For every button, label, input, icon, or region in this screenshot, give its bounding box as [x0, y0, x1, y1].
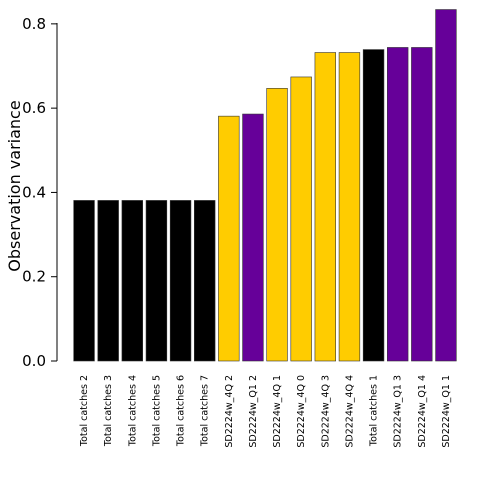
- bar: [145, 200, 168, 362]
- bar: [387, 47, 409, 362]
- x-tick-label: SD2224w_4Q 0: [296, 375, 307, 448]
- x-tick-label: SD2224w_Q1 1: [441, 375, 452, 448]
- bar: [435, 9, 457, 362]
- x-tick-label: SD2224w_4Q 4: [344, 375, 355, 448]
- y-tick-label: 0.0: [22, 352, 46, 370]
- y-tick-label: 0.8: [22, 15, 46, 33]
- x-tick-label: Total catches 1: [369, 375, 380, 447]
- x-tick-label: SD2224w_Q1 3: [393, 375, 404, 448]
- x-tick-label: Total catches 7: [200, 375, 211, 447]
- x-tick-label: SD2224w_4Q 2: [224, 375, 235, 448]
- bar: [169, 200, 192, 362]
- x-tick-label: SD2224w_4Q 1: [272, 375, 283, 448]
- y-tick-label: 0.2: [22, 268, 46, 286]
- y-axis-title: Observation variance: [5, 100, 24, 271]
- x-tick-label: Total catches 2: [79, 375, 90, 447]
- bar: [73, 200, 95, 362]
- x-tick-label: SD2224w_Q1 2: [248, 375, 259, 448]
- y-axis-ticks: 0.0 0.2 0.4 0.6 0.8: [22, 15, 57, 370]
- x-tick-label: SD2224w_Q1 4: [417, 375, 428, 448]
- x-tick-label: Total catches 6: [176, 375, 187, 447]
- bar: [194, 200, 216, 362]
- bar: [266, 88, 288, 362]
- bar: [242, 113, 264, 362]
- bar: [314, 52, 336, 362]
- y-tick-label: 0.6: [22, 99, 46, 117]
- y-tick-label: 0.4: [22, 183, 46, 201]
- x-tick-label: Total catches 4: [127, 375, 138, 447]
- bars-group: [73, 9, 457, 362]
- bar: [97, 200, 119, 362]
- bar: [362, 49, 385, 362]
- bar: [338, 52, 361, 362]
- bar: [218, 115, 240, 362]
- x-tick-label: SD2224w_4Q 3: [320, 375, 331, 448]
- x-tick-label: Total catches 5: [151, 375, 162, 447]
- x-tick-label: Total catches 3: [103, 375, 114, 447]
- bar: [290, 76, 312, 362]
- bar: [121, 200, 143, 362]
- bar: [411, 47, 433, 362]
- x-axis-tick-labels: Total catches 2 Total catches 3 Total catc…: [79, 375, 452, 448]
